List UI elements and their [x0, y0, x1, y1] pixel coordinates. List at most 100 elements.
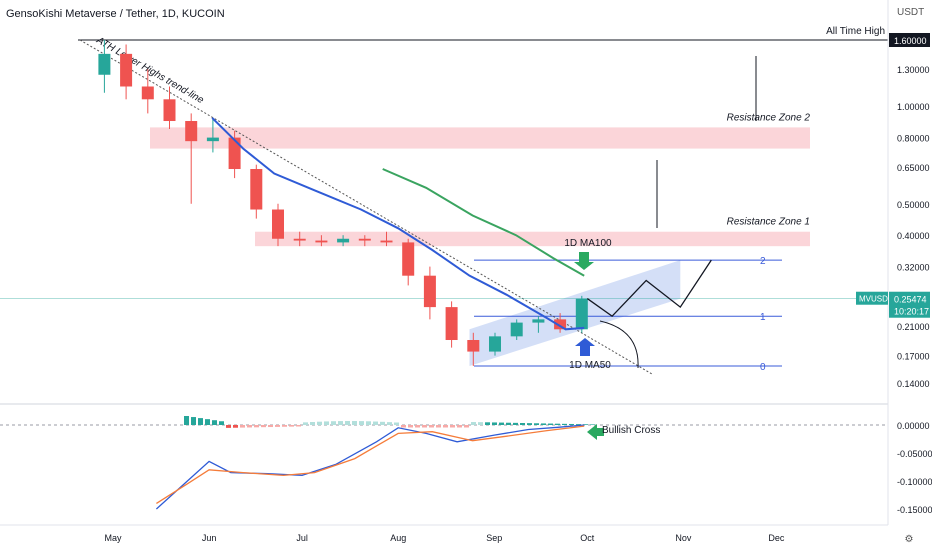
macd-histogram-bar: [450, 425, 455, 428]
macd-histogram-bar: [317, 421, 322, 425]
macd-tick-label: -0.15000: [897, 505, 932, 515]
macd-histogram-bar: [310, 422, 315, 425]
price-tick-label: 0.65000: [897, 163, 930, 173]
macd-histogram-bar: [590, 424, 595, 425]
macd-histogram-bar: [548, 423, 553, 425]
macd-histogram-bar: [226, 425, 231, 428]
price-tick-label: 1.30000: [897, 65, 930, 75]
macd-histogram-bar: [387, 422, 392, 425]
candle-body: [402, 242, 415, 276]
macd-histogram-bar: [303, 422, 308, 425]
price-tick-label: 0.50000: [897, 200, 930, 210]
macd-histogram-bar: [212, 420, 217, 425]
ascending-channel: [469, 260, 681, 366]
macd-histogram-bar: [219, 421, 224, 425]
time-tick-label: Sep: [486, 533, 502, 543]
macd-histogram-bar: [359, 421, 364, 425]
chart-title: GensoKishi Metaverse / Tether, 1D, KUCOI…: [6, 8, 225, 20]
macd-histogram-bar: [499, 422, 504, 425]
macd-histogram-bar: [436, 425, 441, 428]
macd-histogram-bar: [415, 425, 420, 428]
price-tick-label: 0.32000: [897, 263, 930, 273]
price-tick-label: 0.80000: [897, 134, 930, 144]
fib-level-label: 2: [760, 256, 766, 267]
time-tick-label: Jun: [202, 533, 217, 543]
macd-histogram-bar: [345, 421, 350, 425]
macd-histogram-bar: [373, 421, 378, 425]
fib-level-label: 1: [760, 312, 766, 323]
macd-histogram-bar: [513, 422, 518, 425]
macd-tick-label: 0.00000: [897, 421, 930, 431]
current-price-countdown: 10:20:17: [894, 307, 929, 317]
macd-histogram-bar: [485, 422, 490, 425]
macd-histogram-bar: [338, 421, 343, 425]
macd-histogram-bar: [247, 425, 252, 428]
macd-tick-label: -0.10000: [897, 477, 932, 487]
macd-histogram-bar: [464, 425, 469, 428]
candle-body: [272, 209, 284, 239]
macd-histogram-bar: [233, 425, 238, 428]
symbol-tag-text: MVUSDT: [859, 295, 893, 304]
macd-histogram-bar: [275, 425, 280, 427]
time-tick-label: Jul: [296, 533, 308, 543]
macd-histogram-bar: [289, 425, 294, 427]
candle-body: [98, 53, 111, 75]
macd-histogram-bar: [191, 417, 196, 425]
candle-body: [380, 240, 393, 243]
macd-histogram-bar: [205, 419, 210, 425]
candle-body: [510, 322, 523, 337]
candle-body: [532, 319, 545, 323]
ath-price-tag: [889, 33, 930, 47]
macd-histogram-bar: [443, 425, 448, 428]
macd-histogram-bar: [261, 425, 266, 428]
resistance-zone: [150, 127, 810, 149]
price-tick-label: 0.40000: [897, 231, 930, 241]
price-tick-label: 1.00000: [897, 102, 930, 112]
ma50-line: [211, 117, 585, 331]
macd-histogram-bar: [541, 423, 546, 425]
macd-histogram-bar: [583, 424, 588, 425]
settings-icon: ⚙: [905, 534, 914, 545]
candle-body: [337, 238, 350, 243]
time-tick-label: Aug: [390, 533, 406, 543]
macd-histogram-bar: [527, 423, 532, 425]
ma50-arrow-icon: [575, 338, 595, 356]
macd-histogram-bar: [506, 422, 511, 425]
macd-histogram-bar: [184, 416, 189, 425]
macd-histogram-bar: [366, 421, 371, 425]
candle-body: [250, 169, 263, 210]
macd-histogram-bar: [352, 421, 357, 425]
fib-level-label: 0: [760, 362, 766, 373]
macd-histogram-bar: [429, 425, 434, 428]
macd-line: [155, 424, 585, 510]
candle-body: [315, 240, 328, 243]
macd-histogram-bar: [562, 423, 567, 425]
macd-signal-line: [156, 425, 585, 504]
macd-histogram-bar: [492, 422, 497, 425]
macd-histogram-bar: [457, 425, 462, 428]
macd-histogram-bar: [254, 425, 259, 428]
macd-histogram-bar: [240, 425, 245, 428]
price-tick-label: 0.17000: [897, 352, 930, 362]
macd-histogram-bar: [534, 423, 539, 425]
macd-histogram-bar: [331, 421, 336, 425]
macd-histogram-bar: [569, 423, 574, 425]
macd-histogram-bar: [198, 418, 203, 425]
current-price-value: 0.25474: [894, 295, 927, 305]
bullish-cross-arrow-icon: [587, 424, 604, 440]
macd-histogram-bar: [408, 425, 413, 428]
current-price-tag: [889, 291, 930, 318]
candle-body: [163, 99, 176, 122]
ma50-label: 1D MA50: [569, 360, 611, 371]
time-tick-label: May: [104, 533, 122, 543]
price-tick-label: 0.21000: [897, 322, 930, 332]
resistance-zone-label: Resistance Zone 1: [727, 217, 810, 228]
macd-histogram-bar: [380, 421, 385, 425]
ma100-line: [382, 168, 585, 277]
candle-body: [554, 319, 567, 330]
candle-body: [489, 336, 501, 352]
candle-body: [206, 137, 219, 142]
ath-trendline: [79, 39, 653, 375]
candle-body: [293, 238, 306, 241]
